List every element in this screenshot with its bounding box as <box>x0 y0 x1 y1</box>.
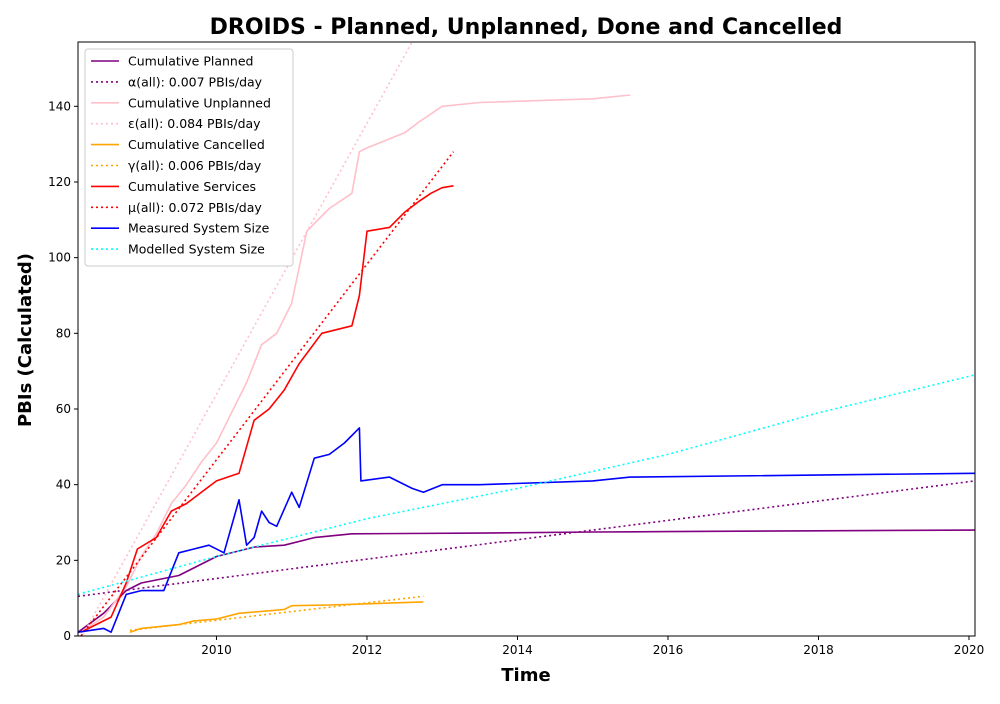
axis-ticks: 2010 2012 2014 2016 2018 2020 0 20 40 60 80 100 120 1… <box>48 99 984 657</box>
x-axis-label: Time <box>501 665 550 686</box>
x-tick-label: 2020 <box>954 643 985 657</box>
legend-label: Cumulative Planned <box>128 54 253 69</box>
y-tick-label: 80 <box>56 326 71 340</box>
y-tick-label: 60 <box>56 402 71 416</box>
plot-frame <box>77 41 976 637</box>
y-tick-label: 140 <box>48 99 71 113</box>
series-line-1 <box>78 480 975 598</box>
y-tick-label: 0 <box>63 629 71 643</box>
x-tick-label: 2012 <box>352 643 383 657</box>
x-tick-label: 2018 <box>803 643 834 657</box>
legend: Cumulative Planned α(all): 0.007 PBIs/day… <box>84 48 294 267</box>
legend-label: μ(all): 0.072 PBIs/day <box>128 200 262 215</box>
legend-label: ε(all): 0.084 PBIs/day <box>128 116 261 131</box>
legend-label: γ(all): 0.006 PBIs/day <box>128 158 262 173</box>
series-line-6 <box>80 185 454 633</box>
x-tick-label: 2016 <box>653 643 684 657</box>
series-line-0 <box>78 529 975 633</box>
series-layer <box>78 42 975 636</box>
series-line-8 <box>78 427 975 634</box>
y-tick-label: 20 <box>56 553 71 567</box>
y-axis-label: PBIs (Calculated) <box>15 253 36 427</box>
legend-label: Measured System Size <box>128 221 270 236</box>
legend-label: Cumulative Cancelled <box>128 137 265 152</box>
legend-label: Cumulative Services <box>128 179 256 194</box>
chart-title: DROIDS - Planned, Unplanned, Done and Ca… <box>210 15 843 40</box>
legend-label: Cumulative Unplanned <box>128 95 271 110</box>
legend-box <box>84 48 294 267</box>
series-line-4 <box>129 601 424 633</box>
y-tick-label: 40 <box>56 478 71 492</box>
legend-label: Modelled System Size <box>128 242 265 257</box>
series-line-2 <box>80 94 631 633</box>
series-line-5 <box>129 595 424 632</box>
y-tick-label: 120 <box>48 175 71 189</box>
x-tick-label: 2010 <box>201 643 232 657</box>
legend-label: α(all): 0.007 PBIs/day <box>128 74 263 89</box>
x-tick-label: 2014 <box>502 643 533 657</box>
y-tick-label: 100 <box>48 251 71 265</box>
